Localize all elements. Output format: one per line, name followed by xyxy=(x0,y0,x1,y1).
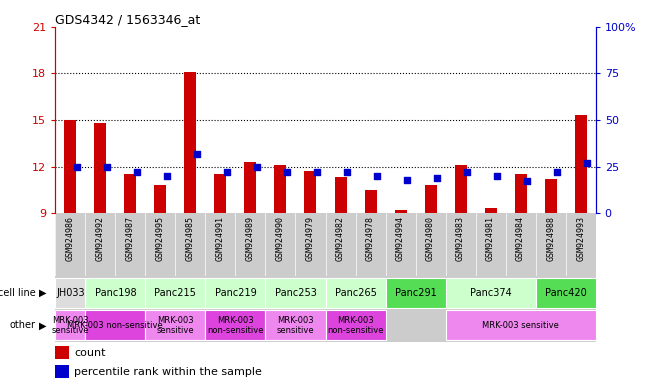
Point xyxy=(582,160,592,166)
Point xyxy=(192,151,202,157)
Text: GSM924993: GSM924993 xyxy=(576,216,585,261)
Bar xyxy=(365,190,376,213)
Bar xyxy=(206,310,266,341)
Text: GSM924989: GSM924989 xyxy=(246,216,255,261)
Text: GSM924995: GSM924995 xyxy=(156,216,165,261)
Text: GSM924982: GSM924982 xyxy=(336,216,345,261)
Text: GSM924985: GSM924985 xyxy=(186,216,195,261)
Bar xyxy=(94,123,106,213)
Text: Panc420: Panc420 xyxy=(545,288,587,298)
Text: JH033: JH033 xyxy=(56,288,85,298)
Text: Panc291: Panc291 xyxy=(395,288,436,298)
Bar xyxy=(545,179,557,213)
Bar xyxy=(335,177,346,213)
Point xyxy=(132,169,142,175)
Bar xyxy=(55,310,85,341)
Text: GSM924994: GSM924994 xyxy=(396,216,405,261)
Text: Panc265: Panc265 xyxy=(335,288,376,298)
Bar xyxy=(85,278,145,308)
Bar xyxy=(55,278,85,308)
Bar xyxy=(214,174,227,213)
Bar xyxy=(575,115,587,213)
Text: GSM924984: GSM924984 xyxy=(516,216,525,261)
Text: GSM924979: GSM924979 xyxy=(306,216,315,261)
Point xyxy=(102,164,112,170)
Bar xyxy=(145,310,206,341)
Text: percentile rank within the sample: percentile rank within the sample xyxy=(74,367,262,377)
Text: ▶: ▶ xyxy=(39,288,47,298)
Bar xyxy=(484,209,497,213)
Point xyxy=(72,164,82,170)
Point xyxy=(432,175,443,181)
Bar xyxy=(514,174,527,213)
Point xyxy=(402,177,412,183)
Text: GSM924990: GSM924990 xyxy=(276,216,285,261)
Text: GSM924983: GSM924983 xyxy=(456,216,465,261)
Text: Panc219: Panc219 xyxy=(215,288,256,298)
Bar xyxy=(445,278,536,308)
Bar xyxy=(266,310,326,341)
Point xyxy=(282,169,292,175)
Text: Panc215: Panc215 xyxy=(154,288,197,298)
Text: MRK-003
non-sensitive: MRK-003 non-sensitive xyxy=(207,316,264,335)
Text: GSM924980: GSM924980 xyxy=(426,216,435,261)
Text: GSM924987: GSM924987 xyxy=(126,216,135,261)
Bar xyxy=(445,310,596,341)
Text: Panc374: Panc374 xyxy=(470,288,512,298)
Point xyxy=(342,169,352,175)
Text: MRK-003
sensitive: MRK-003 sensitive xyxy=(51,316,89,335)
Text: count: count xyxy=(74,348,105,358)
Point xyxy=(462,169,473,175)
Bar xyxy=(395,210,407,213)
Bar xyxy=(64,120,76,213)
Bar xyxy=(275,165,286,213)
Text: GDS4342 / 1563346_at: GDS4342 / 1563346_at xyxy=(55,13,201,26)
Point xyxy=(312,169,322,175)
Text: other: other xyxy=(10,320,36,331)
Text: GSM924988: GSM924988 xyxy=(546,216,555,261)
Text: ▶: ▶ xyxy=(39,320,47,331)
Text: cell line: cell line xyxy=(0,288,36,298)
Bar xyxy=(184,72,197,213)
Text: MRK-003 non-sensitive: MRK-003 non-sensitive xyxy=(68,321,163,330)
Text: GSM924991: GSM924991 xyxy=(216,216,225,261)
Bar xyxy=(55,346,69,359)
Text: GSM924986: GSM924986 xyxy=(66,216,75,261)
Bar xyxy=(454,165,467,213)
Bar xyxy=(536,278,596,308)
Bar xyxy=(55,365,69,378)
Bar xyxy=(305,171,316,213)
Bar xyxy=(326,278,385,308)
Text: GSM924978: GSM924978 xyxy=(366,216,375,261)
Bar xyxy=(145,278,206,308)
Point xyxy=(492,173,503,179)
Text: GSM924981: GSM924981 xyxy=(486,216,495,261)
Text: GSM924992: GSM924992 xyxy=(96,216,105,261)
Text: Panc198: Panc198 xyxy=(94,288,136,298)
Text: Panc253: Panc253 xyxy=(275,288,316,298)
Point xyxy=(222,169,232,175)
Point xyxy=(522,179,533,185)
Text: MRK-003
sensitive: MRK-003 sensitive xyxy=(277,316,314,335)
Bar xyxy=(154,185,167,213)
Bar xyxy=(124,174,137,213)
Bar xyxy=(424,185,437,213)
Text: MRK-003 sensitive: MRK-003 sensitive xyxy=(482,321,559,330)
Bar xyxy=(206,278,266,308)
Bar xyxy=(85,310,145,341)
Bar xyxy=(245,162,256,213)
Text: MRK-003
sensitive: MRK-003 sensitive xyxy=(157,316,194,335)
Point xyxy=(252,164,262,170)
Bar xyxy=(326,310,385,341)
Point xyxy=(552,169,562,175)
Bar xyxy=(385,278,445,308)
Bar xyxy=(266,278,326,308)
Text: MRK-003
non-sensitive: MRK-003 non-sensitive xyxy=(327,316,384,335)
Point xyxy=(162,173,173,179)
Point xyxy=(372,173,382,179)
